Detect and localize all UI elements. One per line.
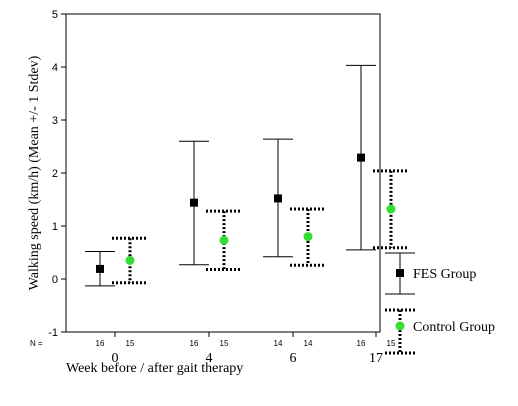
mean-marker <box>386 204 396 214</box>
n-count-label: 15 <box>387 339 396 348</box>
n-row-label: N = <box>30 339 43 348</box>
y-tick-label: 0 <box>52 274 58 286</box>
y-tick-label: 1 <box>52 221 58 233</box>
legend-marker <box>395 321 405 331</box>
legend: FES Group Control Group <box>385 252 495 355</box>
plot-frame <box>65 13 381 333</box>
n-count-label: 16 <box>190 339 199 348</box>
mean-marker <box>219 235 229 245</box>
x-tick-label: 17 <box>369 351 383 366</box>
y-axis-label: Walking speed (km/h) (Mean +/- 1 Stdev) <box>27 55 42 290</box>
y-tick-label: 5 <box>52 9 58 21</box>
x-axis-label: Week before / after gait therapy <box>66 361 243 376</box>
data-marks <box>85 64 409 287</box>
x-tick-label: 6 <box>290 351 297 366</box>
y-tick-label: -1 <box>48 327 58 339</box>
x-tick-label: 0 <box>112 351 119 366</box>
mean-marker <box>274 194 282 203</box>
legend-label: FES Group <box>413 267 476 282</box>
legend-marker <box>396 269 404 277</box>
y-tick-label: 3 <box>52 115 58 127</box>
n-count-label: 14 <box>274 339 283 348</box>
n-count-label: 15 <box>220 339 229 348</box>
y-tick-label: 4 <box>52 62 58 74</box>
n-count-label: 16 <box>96 339 105 348</box>
y-axis: -1 0 1 2 3 4 5 <box>48 9 66 339</box>
mean-marker <box>357 153 365 162</box>
x-tick-label: 4 <box>206 351 213 366</box>
n-count-label: 15 <box>126 339 135 348</box>
n-count-label: 14 <box>304 339 313 348</box>
mean-marker <box>96 264 104 273</box>
n-count-label: 16 <box>357 339 366 348</box>
y-tick-label: 2 <box>52 168 58 180</box>
mean-marker <box>125 255 135 265</box>
mean-marker <box>303 232 313 242</box>
legend-label: Control Group <box>413 320 495 335</box>
mean-marker <box>190 198 198 207</box>
